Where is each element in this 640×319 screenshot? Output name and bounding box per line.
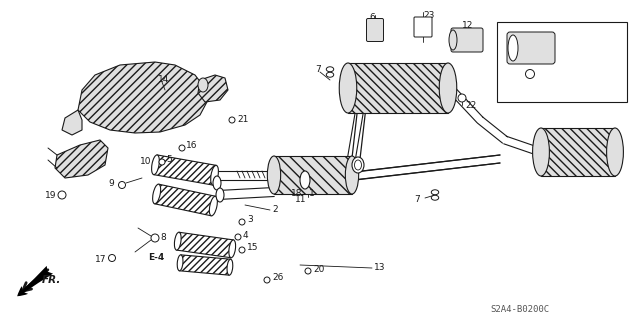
Text: 23: 23 <box>423 11 435 19</box>
Text: 19: 19 <box>45 191 56 201</box>
Ellipse shape <box>431 190 438 195</box>
Text: 5: 5 <box>166 155 172 165</box>
FancyBboxPatch shape <box>154 155 216 185</box>
Ellipse shape <box>532 128 549 176</box>
FancyBboxPatch shape <box>367 19 383 41</box>
Text: 22: 22 <box>465 100 476 109</box>
Circle shape <box>264 277 270 283</box>
Ellipse shape <box>326 67 333 72</box>
Ellipse shape <box>177 255 183 271</box>
Text: 17: 17 <box>95 256 106 264</box>
Circle shape <box>239 219 245 225</box>
Circle shape <box>239 247 245 253</box>
Ellipse shape <box>213 176 221 190</box>
Text: 7: 7 <box>315 65 321 75</box>
Ellipse shape <box>227 259 233 275</box>
Ellipse shape <box>216 188 224 202</box>
FancyBboxPatch shape <box>541 128 615 176</box>
Ellipse shape <box>300 171 310 189</box>
Text: 21: 21 <box>237 115 248 124</box>
Circle shape <box>179 145 185 151</box>
Circle shape <box>229 117 235 123</box>
Text: 11: 11 <box>294 195 306 204</box>
FancyBboxPatch shape <box>451 28 483 52</box>
Circle shape <box>118 182 125 189</box>
Circle shape <box>151 234 159 242</box>
Text: 18: 18 <box>291 189 302 197</box>
Text: 20: 20 <box>313 264 324 273</box>
Text: 8: 8 <box>160 233 166 241</box>
Text: 25: 25 <box>582 70 593 78</box>
Ellipse shape <box>439 63 457 113</box>
Text: 2: 2 <box>272 205 278 214</box>
Ellipse shape <box>152 155 159 175</box>
Bar <box>497 22 627 102</box>
Text: 6: 6 <box>369 12 375 21</box>
Ellipse shape <box>431 195 438 200</box>
Ellipse shape <box>209 196 218 216</box>
FancyBboxPatch shape <box>274 156 352 194</box>
Text: 4: 4 <box>243 231 248 240</box>
Ellipse shape <box>508 35 518 61</box>
Text: S2A4-B0200C: S2A4-B0200C <box>490 306 549 315</box>
Text: 15: 15 <box>247 243 259 253</box>
FancyBboxPatch shape <box>414 17 432 37</box>
Text: 16: 16 <box>186 142 198 151</box>
Polygon shape <box>78 62 208 133</box>
Text: 3: 3 <box>247 216 253 225</box>
Text: 1: 1 <box>309 189 315 197</box>
Polygon shape <box>55 140 108 178</box>
FancyBboxPatch shape <box>177 232 234 258</box>
Text: 26: 26 <box>272 273 284 283</box>
Text: 13: 13 <box>374 263 385 272</box>
Circle shape <box>458 94 466 102</box>
Text: 10: 10 <box>140 157 152 166</box>
Ellipse shape <box>175 232 181 250</box>
Text: FR.: FR. <box>42 275 61 285</box>
Text: 14: 14 <box>158 75 170 84</box>
Ellipse shape <box>449 30 457 50</box>
Circle shape <box>305 268 311 274</box>
Ellipse shape <box>352 157 364 173</box>
Circle shape <box>235 234 241 240</box>
Ellipse shape <box>339 63 356 113</box>
FancyBboxPatch shape <box>348 63 448 113</box>
Circle shape <box>109 255 115 262</box>
Ellipse shape <box>152 184 161 204</box>
Ellipse shape <box>268 156 281 194</box>
Text: 24: 24 <box>582 43 593 53</box>
FancyBboxPatch shape <box>154 184 216 216</box>
Ellipse shape <box>346 156 358 194</box>
Polygon shape <box>198 75 228 102</box>
Ellipse shape <box>211 165 218 185</box>
Ellipse shape <box>607 128 623 176</box>
Text: 12: 12 <box>462 20 474 29</box>
Text: 9: 9 <box>108 179 114 188</box>
FancyBboxPatch shape <box>179 255 230 275</box>
Ellipse shape <box>326 72 333 77</box>
Ellipse shape <box>355 160 362 170</box>
Text: E-4: E-4 <box>148 254 164 263</box>
Polygon shape <box>62 110 82 135</box>
Ellipse shape <box>198 78 208 92</box>
Circle shape <box>58 191 66 199</box>
Circle shape <box>159 159 165 165</box>
FancyBboxPatch shape <box>507 32 555 64</box>
Circle shape <box>525 70 534 78</box>
Text: 7: 7 <box>414 195 420 204</box>
Ellipse shape <box>229 240 236 258</box>
